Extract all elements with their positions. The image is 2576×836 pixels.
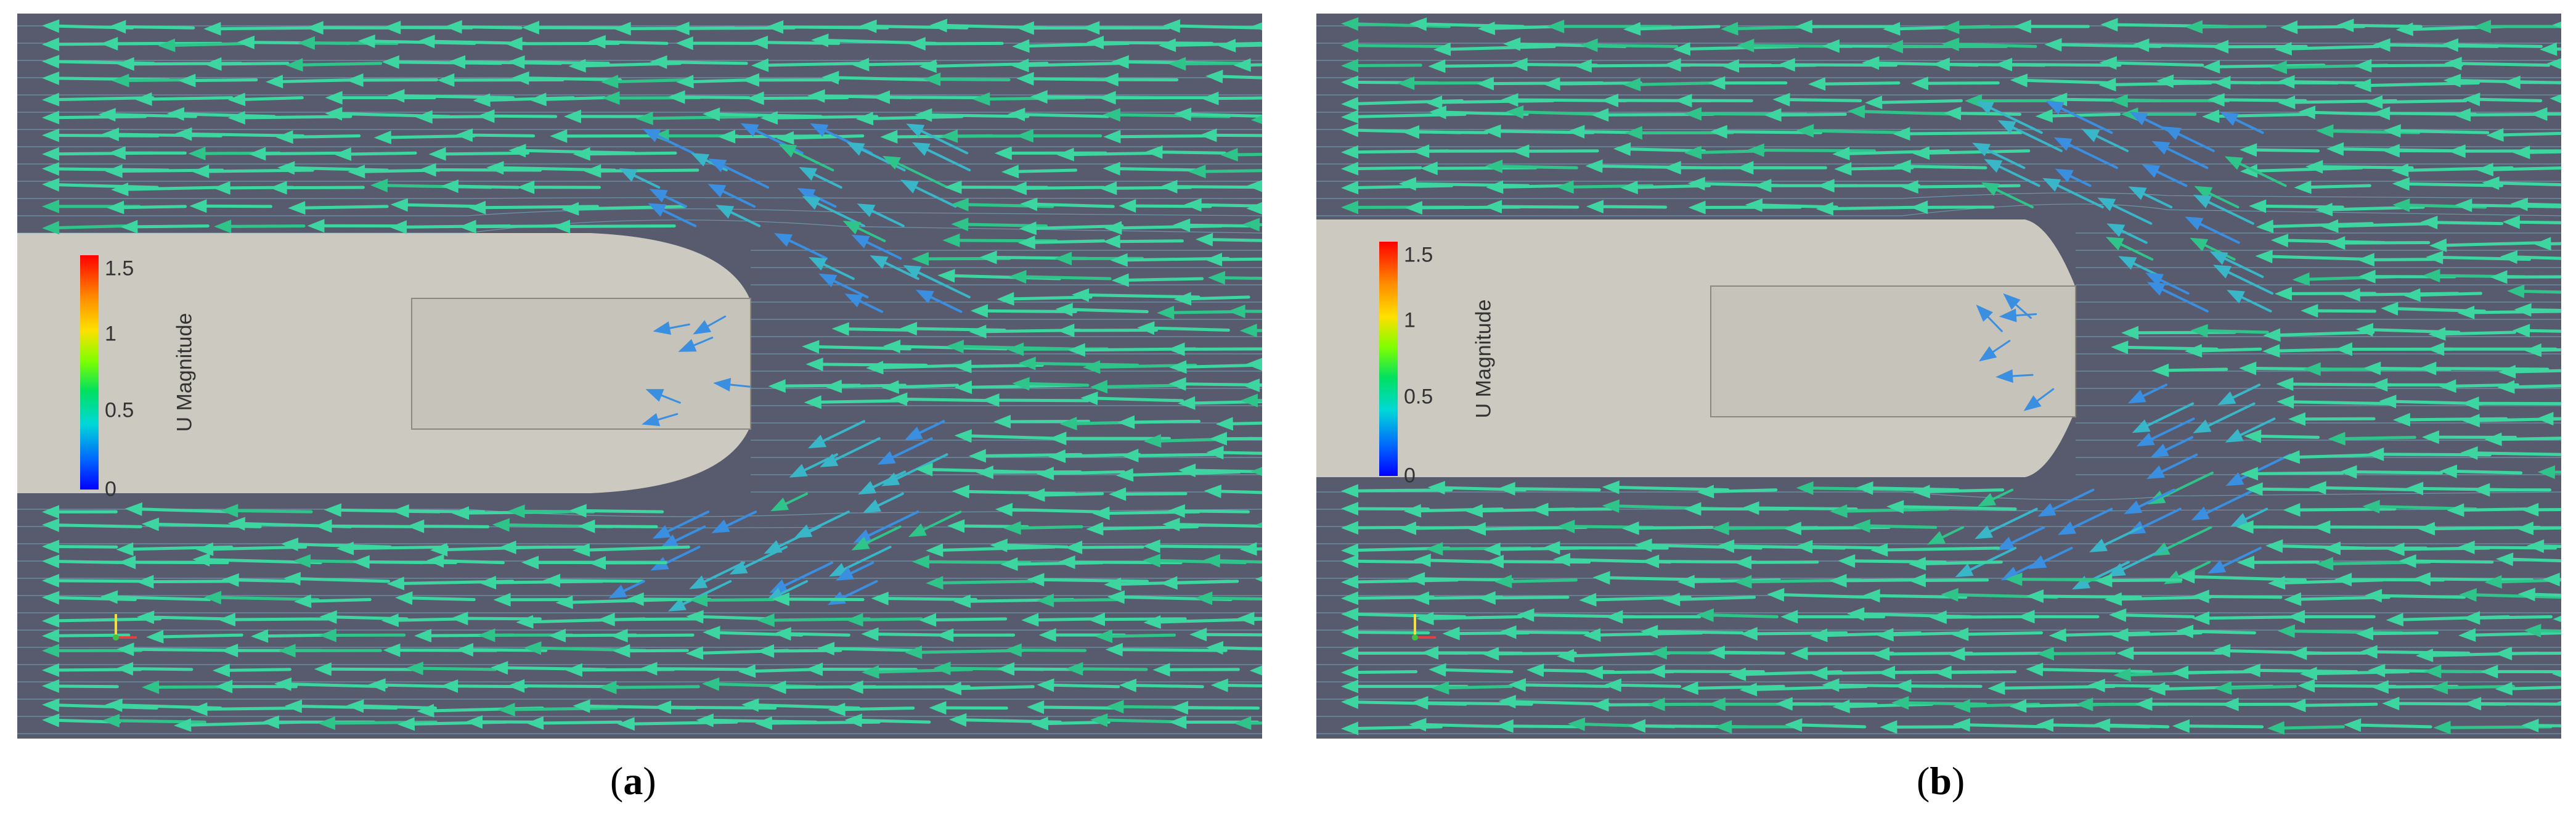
legend-tick-1: 1: [1404, 308, 1416, 332]
legend-title: U Magnitude: [1472, 299, 1496, 419]
legend-tick-0: 0: [105, 477, 116, 501]
panel-b: 1.5 1 0.5 0 U Magnitude: [1316, 14, 2561, 739]
axes-triad-icon: [113, 614, 137, 641]
velocity-arrows: [1341, 17, 2561, 736]
axes-triad-icon: [1412, 614, 1436, 641]
panel-label-a: (a): [610, 759, 656, 803]
velocity-arrows: [42, 18, 1262, 732]
legend-title: U Magnitude: [173, 313, 197, 432]
inner-cavity: [1710, 285, 2076, 417]
legend-tick-0-5: 0.5: [1404, 385, 1433, 409]
color-legend-a: 1.5 1 0.5 0 U Magnitude: [80, 255, 203, 539]
legend-tick-1: 1: [105, 322, 116, 346]
legend-tick-0-5: 0.5: [105, 398, 134, 422]
legend-tick-max: 1.5: [105, 256, 134, 281]
colorbar-a: [80, 255, 99, 490]
panel-a: 1.5 1 0.5 0 U Magnitude: [17, 14, 1262, 739]
flow-field-b: [1316, 14, 2561, 739]
legend-tick-max: 1.5: [1404, 243, 1433, 267]
legend-tick-0: 0: [1404, 464, 1416, 488]
colorbar-b: [1379, 242, 1398, 476]
color-legend-b: 1.5 1 0.5 0 U Magnitude: [1379, 242, 1502, 525]
flow-field-a: [17, 14, 1262, 739]
inner-cavity: [411, 298, 751, 430]
panel-label-b: (b): [1917, 759, 1965, 803]
